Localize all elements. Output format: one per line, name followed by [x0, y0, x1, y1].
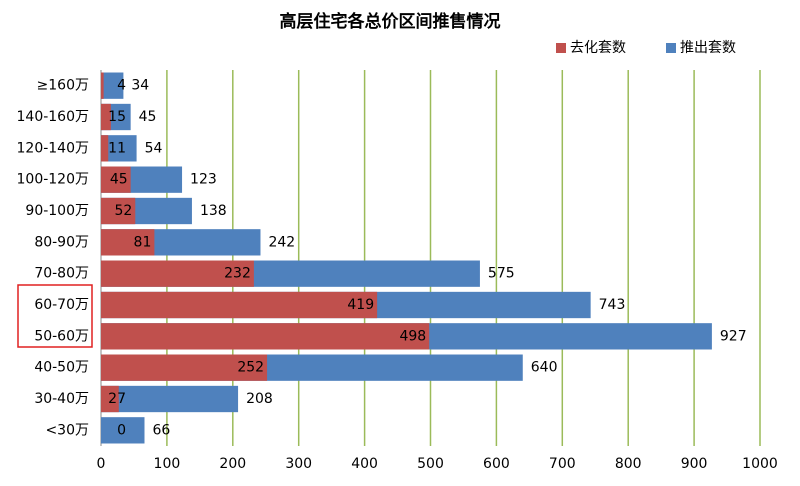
value-label: 927 — [720, 328, 747, 344]
bar — [101, 385, 239, 413]
y-tick-label: <30万 — [45, 422, 89, 438]
x-tick-label: 300 — [285, 456, 312, 472]
legend-label: 去化套数 — [570, 40, 626, 56]
bar — [101, 354, 268, 381]
x-tick-label: 900 — [681, 456, 708, 472]
bar — [101, 417, 145, 444]
y-tick-label: 50-60万 — [34, 328, 89, 344]
value-label: 4 — [117, 78, 126, 94]
value-label: 498 — [399, 328, 426, 344]
value-label: 242 — [268, 234, 295, 250]
x-tick-label: 500 — [417, 456, 444, 472]
bar — [101, 291, 378, 319]
y-tick-label: 100-120万 — [17, 172, 90, 188]
x-tick-label: 1000 — [742, 456, 778, 472]
highlight-box — [17, 284, 93, 348]
bar — [101, 166, 131, 193]
legend-label: 推出套数 — [680, 40, 736, 56]
bar — [101, 260, 254, 287]
chart-title: 高层住宅各总价区间推售情况 — [280, 11, 501, 32]
x-tick-label: 400 — [351, 456, 378, 472]
legend-swatch — [666, 43, 676, 53]
value-label: 640 — [531, 360, 558, 376]
legend-swatch — [556, 43, 566, 53]
y-tick-label: 30-40万 — [34, 391, 89, 407]
y-tick-label: 120-140万 — [17, 140, 90, 156]
y-tick-label: 70-80万 — [34, 266, 89, 282]
value-label: 81 — [134, 234, 152, 250]
value-label: 0 — [117, 422, 126, 438]
value-label: 252 — [237, 360, 264, 376]
x-tick-label: 700 — [549, 456, 576, 472]
bar — [101, 72, 104, 99]
value-label: 419 — [347, 297, 374, 313]
value-label: 45 — [110, 172, 128, 188]
bar — [101, 385, 119, 413]
value-label: 743 — [599, 297, 626, 313]
x-tick-label: 600 — [483, 456, 510, 472]
x-tick-label: 0 — [97, 456, 106, 472]
x-tick-label: 800 — [615, 456, 642, 472]
bar — [101, 323, 430, 350]
value-label: 138 — [200, 203, 227, 219]
value-label: 123 — [190, 172, 217, 188]
bar — [101, 103, 111, 131]
bar — [101, 197, 136, 225]
y-tick-label: 140-160万 — [17, 109, 90, 125]
value-label: 66 — [152, 422, 170, 438]
y-tick-label: ≥160万 — [37, 78, 89, 94]
y-tick-label: 80-90万 — [34, 234, 89, 250]
value-label: 232 — [224, 266, 251, 282]
value-label: 15 — [108, 109, 126, 125]
value-label: 208 — [246, 391, 273, 407]
bar — [101, 135, 109, 162]
bar — [101, 229, 155, 256]
y-tick-label: 40-50万 — [34, 360, 89, 376]
x-tick-label: 100 — [154, 456, 181, 472]
value-label: 27 — [108, 391, 126, 407]
value-label: 34 — [131, 78, 149, 94]
value-label: 54 — [145, 140, 163, 156]
bar — [101, 72, 124, 99]
x-tick-label: 200 — [219, 456, 246, 472]
value-label: 52 — [114, 203, 132, 219]
value-label: 45 — [139, 109, 157, 125]
y-tick-label: 60-70万 — [34, 297, 89, 313]
value-label: 575 — [488, 266, 515, 282]
value-label: 11 — [108, 140, 126, 156]
y-tick-label: 90-100万 — [25, 203, 89, 219]
